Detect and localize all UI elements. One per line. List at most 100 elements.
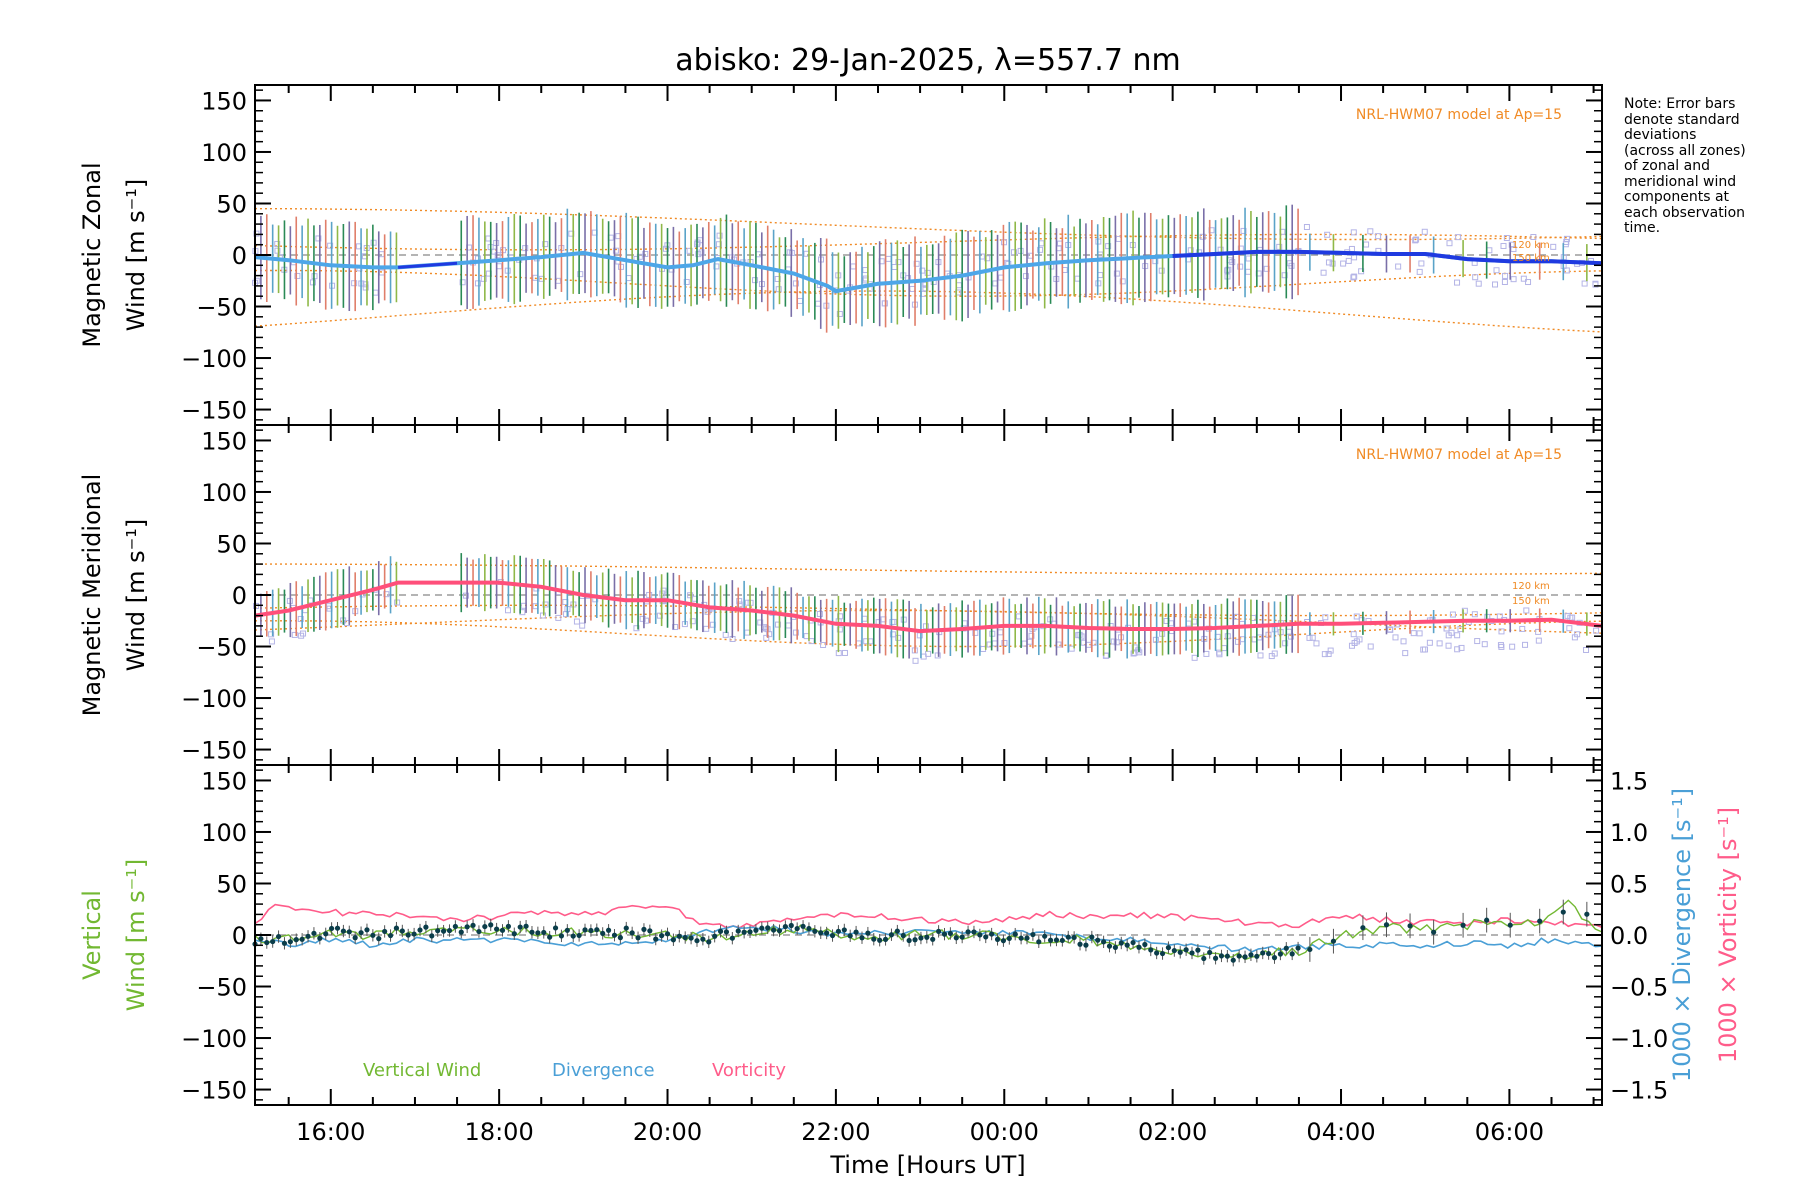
scatter-point xyxy=(639,615,646,622)
vertical-point xyxy=(1254,953,1260,959)
vertical-point xyxy=(264,939,270,946)
scatter-point xyxy=(1367,228,1374,235)
vertical-point xyxy=(653,936,659,942)
meridional-ylabel-line2: Wind [m s⁻¹] xyxy=(122,519,150,671)
vertical-point xyxy=(794,925,800,932)
scatter-point xyxy=(539,612,546,619)
vertical-point xyxy=(1218,953,1225,959)
zonal-ylabel-line2: Wind [m s⁻¹] xyxy=(122,179,150,331)
scatter-point xyxy=(633,625,640,632)
meridional-data-layer xyxy=(253,553,1603,664)
left-tick-label: 0 xyxy=(232,582,247,610)
vertical-point xyxy=(281,940,288,946)
left-tick-label: 150 xyxy=(201,427,247,455)
scatter-point xyxy=(1322,614,1329,621)
scatter-point xyxy=(1257,652,1264,659)
vertical-point xyxy=(1165,944,1172,951)
vertical-point xyxy=(564,927,570,933)
scatter-point xyxy=(919,267,926,274)
vertical-point xyxy=(435,928,441,934)
scatter-point xyxy=(1325,259,1332,266)
scatter-point xyxy=(863,638,870,645)
vertical-point xyxy=(1584,911,1590,917)
left-tick-label: −50 xyxy=(196,974,247,1002)
scatter-point xyxy=(1353,613,1360,620)
scatter-point xyxy=(474,280,481,287)
note-line: Note: Error bars xyxy=(1624,96,1736,112)
divergence-axis-label-text: 1000 × Divergence [s⁻¹] xyxy=(1668,788,1696,1082)
vertical-point xyxy=(729,935,735,941)
scatter-point xyxy=(1412,237,1419,244)
vertical-point xyxy=(859,935,865,941)
meridional-ylabel-line1: Magnetic Meridional xyxy=(78,474,106,717)
vertical-point xyxy=(788,922,794,929)
vertical-point xyxy=(641,926,647,932)
scatter-point xyxy=(1001,639,1008,646)
note-line: each observation xyxy=(1624,204,1746,221)
scatter-point xyxy=(1203,650,1210,657)
vertical-point xyxy=(824,930,830,936)
scatter-point xyxy=(1313,640,1320,647)
vertical-point xyxy=(1136,944,1142,950)
scatter-point xyxy=(1454,279,1461,286)
vertical-point xyxy=(352,935,358,941)
vorticity-line xyxy=(254,903,1603,929)
vertical-point xyxy=(482,923,488,930)
vertical-point xyxy=(676,933,682,939)
vertical-point xyxy=(552,925,559,931)
vertical-point xyxy=(1042,933,1048,939)
vertical-point xyxy=(941,931,948,937)
note-line: components at xyxy=(1624,189,1730,205)
scatter-point xyxy=(1400,638,1407,645)
scatter-point xyxy=(1421,646,1428,653)
scatter-point xyxy=(327,242,334,249)
scatter-point xyxy=(850,263,857,270)
vertical-point xyxy=(1212,955,1219,961)
scatter-point xyxy=(1327,647,1334,654)
scatter-point xyxy=(757,619,764,626)
vertical-point xyxy=(877,937,883,943)
vertical-point xyxy=(1030,931,1036,938)
scatter-point xyxy=(1225,266,1232,273)
vertical-point xyxy=(1018,935,1024,941)
scatter-point xyxy=(1509,643,1516,650)
scatter-point xyxy=(1449,611,1456,618)
meridional-alt-label-150: 150 km xyxy=(1512,596,1550,607)
scatter-point xyxy=(698,249,705,256)
note-line: time. xyxy=(1624,220,1661,236)
scatter-point xyxy=(672,624,679,631)
vertical-point xyxy=(370,932,376,938)
vertical-point xyxy=(1260,950,1266,956)
left-tick-label: −150 xyxy=(181,737,247,765)
right-tick-label: 1.5 xyxy=(1610,767,1648,795)
scatter-point xyxy=(612,247,619,254)
scatter-point xyxy=(1510,276,1517,283)
scatter-point xyxy=(1492,281,1499,288)
vertical-ticks: 1.5 1.0 0.5 0.0 −0.5 −1.0 −1.5 150 100 50 0 −50 −100… xyxy=(181,765,1668,1105)
scatter-point xyxy=(1583,646,1590,653)
scatter-point xyxy=(1493,267,1500,274)
left-tick-label: 0 xyxy=(232,922,247,950)
scatter-point xyxy=(1471,611,1478,618)
scatter-point xyxy=(889,619,896,626)
vertical-point xyxy=(1207,949,1213,956)
vertical-ylabel-line2: Wind [m s⁻¹] xyxy=(122,859,150,1011)
scatter-point xyxy=(1367,643,1374,650)
x-tick-label: 06:00 xyxy=(1475,1118,1544,1146)
vertical-point xyxy=(1059,937,1065,944)
scatter-point xyxy=(573,618,580,625)
scatter-point xyxy=(1421,228,1428,235)
scatter-point xyxy=(1454,646,1461,653)
scatter-point xyxy=(1420,646,1427,653)
scatter-point xyxy=(1068,645,1075,652)
vertical-point xyxy=(505,923,512,929)
vertical-point xyxy=(1195,947,1201,953)
note-line: meridional wind xyxy=(1624,173,1737,190)
scatter-point xyxy=(1392,634,1399,641)
scatter-point xyxy=(715,241,722,248)
vertical-point xyxy=(924,934,930,940)
scatter-point xyxy=(752,277,759,284)
vertical-point xyxy=(547,934,553,940)
vertical-point xyxy=(694,938,700,944)
vertical-point xyxy=(523,923,529,929)
